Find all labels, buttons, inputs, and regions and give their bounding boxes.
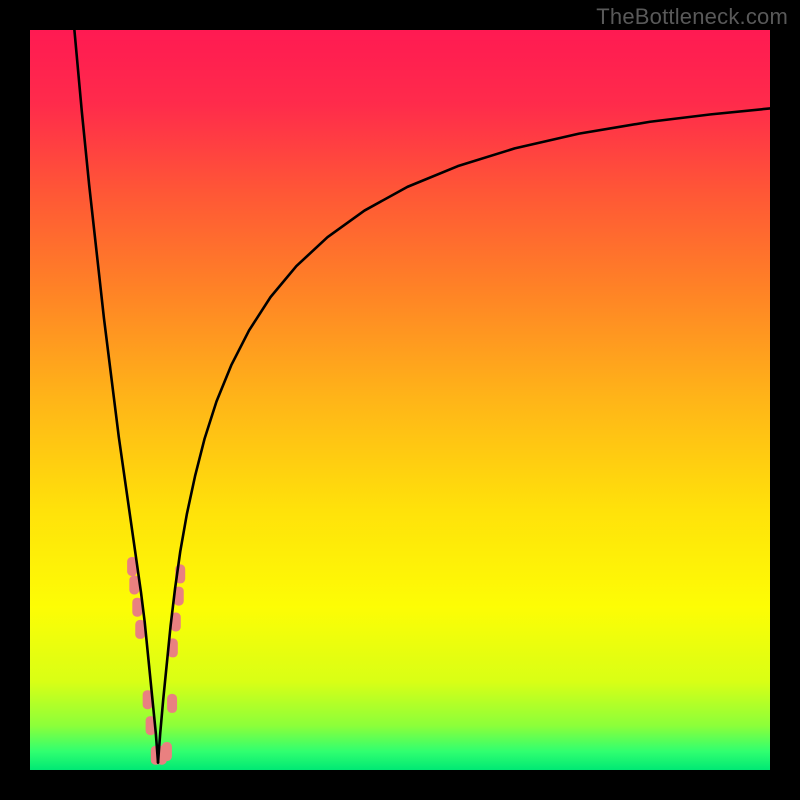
curve-layer — [30, 30, 770, 770]
scatter-marker — [162, 743, 171, 761]
watermark-text: TheBottleneck.com — [596, 4, 788, 30]
scatter-marker — [130, 576, 139, 594]
scatter-marker — [133, 598, 142, 616]
curve-left — [74, 30, 158, 763]
scatter-marker — [136, 620, 145, 638]
curve-right — [158, 108, 770, 762]
chart-root: TheBottleneck.com — [0, 0, 800, 800]
scatter-marker — [168, 694, 177, 712]
plot-frame — [30, 30, 770, 770]
plot-area — [30, 30, 770, 770]
